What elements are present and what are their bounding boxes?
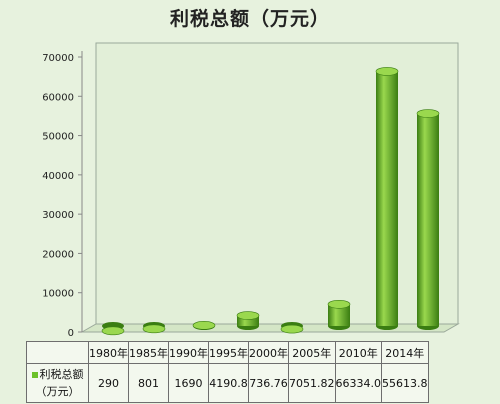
category-label: 1990年 (168, 341, 209, 364)
category-label: 1985年 (128, 341, 169, 364)
y-tick-label: 20000 (42, 249, 74, 260)
bar (192, 321, 216, 330)
legend-label-line1: 利税总额 (39, 368, 84, 381)
plot-floor (80, 323, 460, 333)
bar (101, 322, 125, 336)
category-label: 1995年 (208, 341, 249, 364)
bar (280, 322, 304, 334)
category-label: 2010年 (334, 341, 382, 364)
chart-title: 利税总额（万元） (169, 8, 330, 30)
y-tick-label: 70000 (42, 53, 74, 64)
data-label: 736.76 (248, 363, 289, 403)
plot-back-wall (95, 42, 459, 325)
table-value-row: 利税总额 （万元） 290 801 1690 4190.8 736.76 705… (26, 363, 429, 403)
bar (416, 109, 440, 330)
data-label: 801 (128, 363, 169, 403)
data-label: 4190.8 (208, 363, 249, 403)
data-label: 7051.82 (288, 363, 336, 403)
category-label: 2000年 (248, 341, 289, 364)
category-label: 1980年 (88, 341, 129, 364)
category-label: 2014年 (381, 341, 429, 364)
legend-label-line2: （万元） (35, 385, 80, 398)
bar (236, 311, 260, 330)
table-header-row: 1980年 1985年 1990年 1995年 2000年 2005年 2010… (26, 341, 429, 364)
table-corner-cell (26, 341, 89, 364)
y-tick-label: 30000 (42, 210, 74, 221)
y-tick-label: 0 (68, 328, 74, 339)
y-tick-label: 10000 (42, 289, 74, 300)
data-label: 55613.8 (381, 363, 429, 403)
bar (375, 67, 399, 330)
y-tick-label: 50000 (42, 132, 74, 143)
chart-plot-area: 0 10000 20000 30000 40000 50000 60000 70000 (42, 42, 460, 339)
bar (327, 299, 351, 330)
legend-entry: 利税总额 （万元） (26, 363, 89, 403)
data-table: 1980年 1985年 1990年 1995年 2000年 2005年 2010… (26, 341, 429, 403)
category-label: 2005年 (288, 341, 336, 364)
data-label: 290 (88, 363, 129, 403)
y-tick-label: 60000 (42, 92, 74, 103)
bar (142, 322, 166, 334)
y-tick-label: 40000 (42, 171, 74, 182)
data-label: 66334.0 (334, 363, 382, 403)
data-label: 1690 (168, 363, 209, 403)
legend-swatch-icon (31, 372, 38, 378)
